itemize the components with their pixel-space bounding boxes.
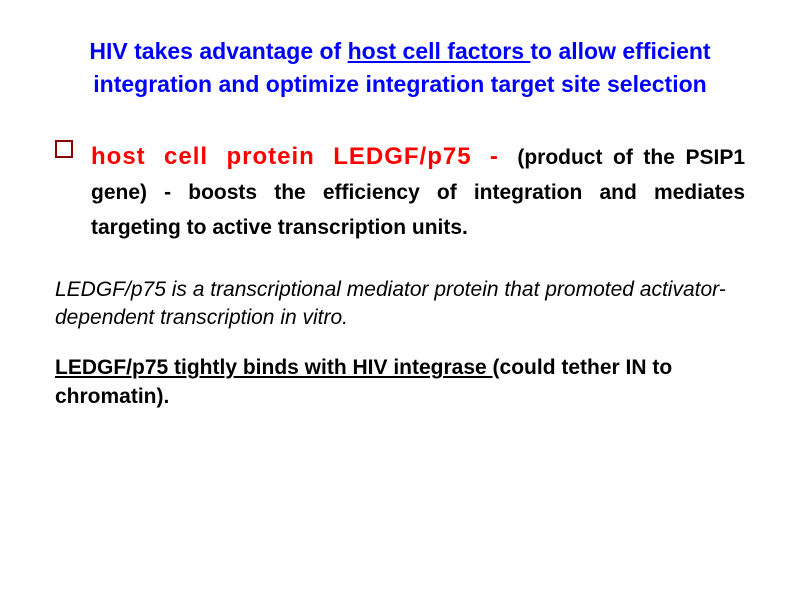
bullet-item: host cell protein LEDGF/p75 - (product o…: [55, 137, 745, 246]
paragraph-2: LEDGF/p75 tightly binds with HIV integra…: [55, 354, 745, 411]
para2-emphasis: LEDGF/p75 tightly binds with HIV integra…: [55, 356, 493, 379]
bullet-lead: host cell protein LEDGF/p75 -: [91, 143, 517, 170]
title-underlined: host cell factors: [348, 38, 531, 64]
slide-container: HIV takes advantage of host cell factors…: [0, 0, 800, 600]
bullet-text: host cell protein LEDGF/p75 - (product o…: [91, 137, 745, 246]
title-pre: HIV takes advantage of: [89, 38, 347, 64]
bullet-marker: [55, 140, 73, 158]
square-bullet-icon: [55, 140, 73, 158]
paragraph-1: LEDGF/p75 is a transcriptional mediator …: [55, 276, 745, 333]
slide-title: HIV takes advantage of host cell factors…: [55, 35, 745, 102]
